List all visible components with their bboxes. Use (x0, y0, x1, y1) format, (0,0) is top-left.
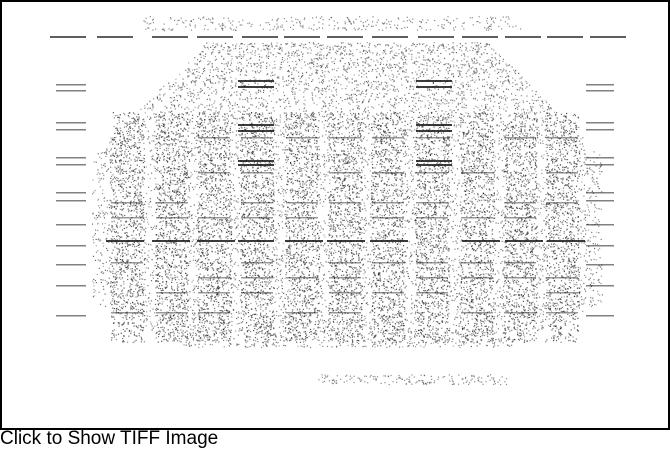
scanned-gel-image (50, 16, 626, 386)
show-tiff-image-link[interactable]: Click to Show TIFF Image (0, 428, 219, 449)
tiff-image-frame[interactable] (0, 0, 670, 430)
